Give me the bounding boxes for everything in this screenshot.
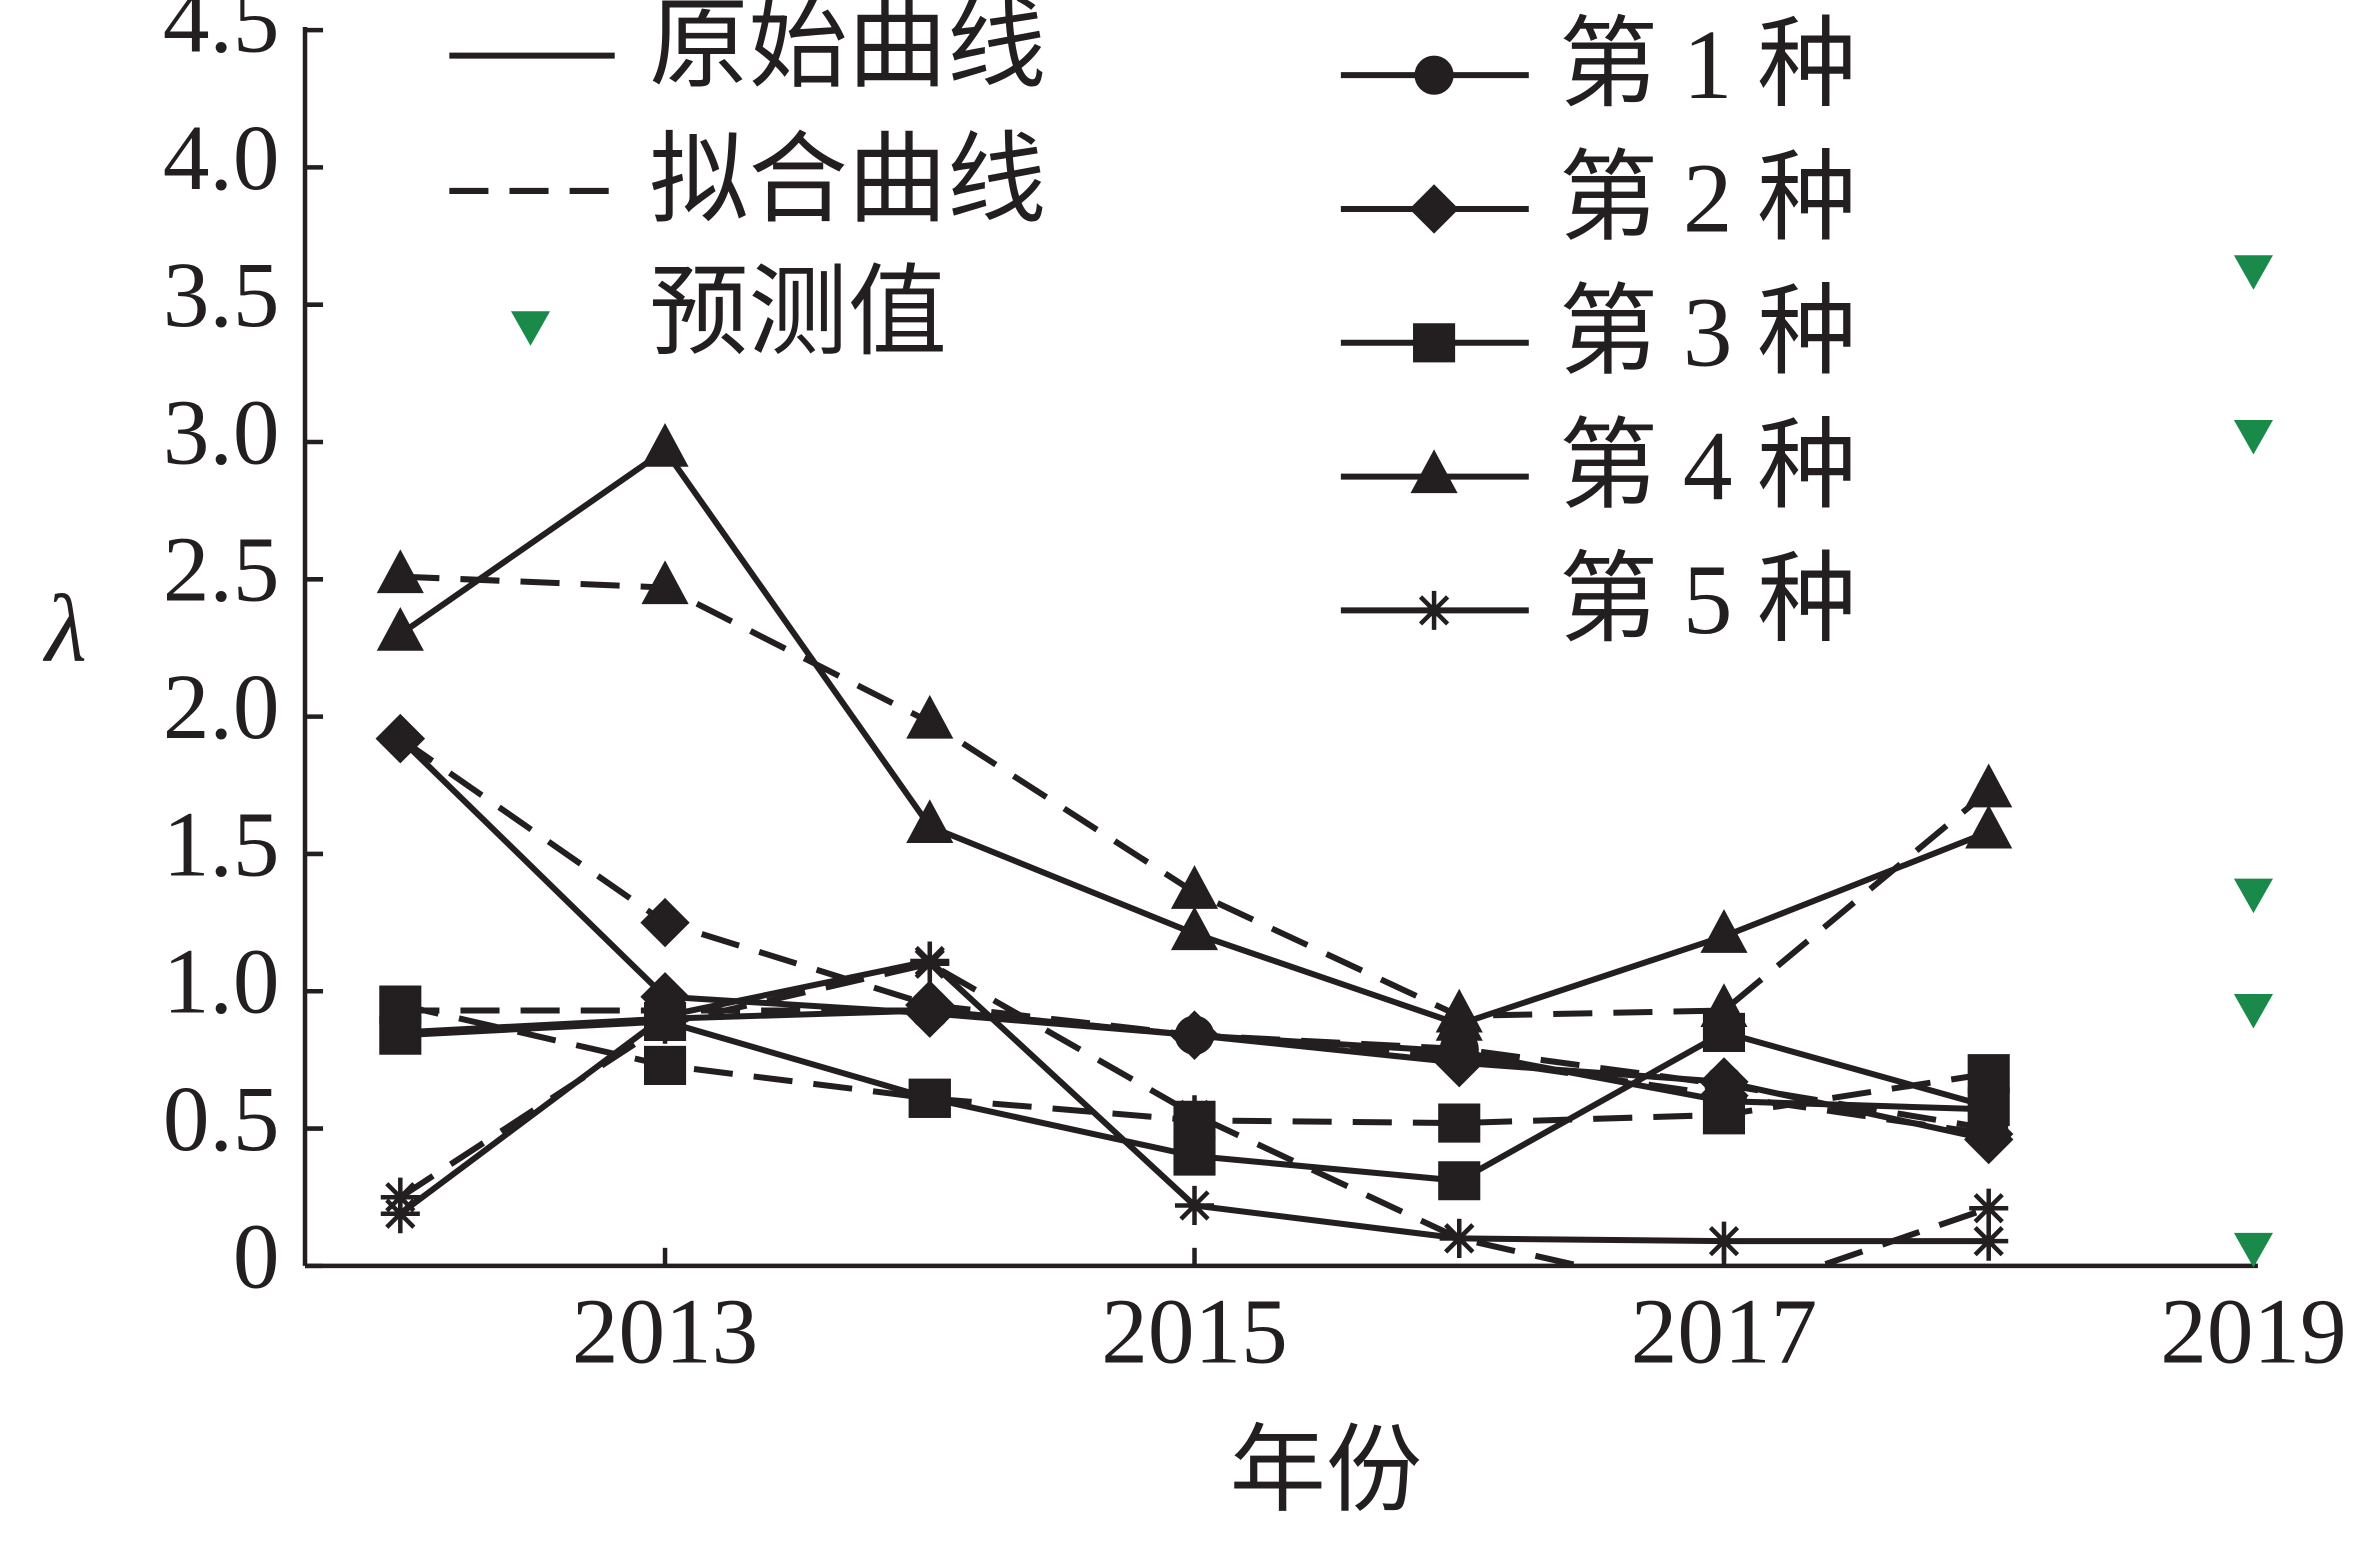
- prediction-marker: [2233, 255, 2273, 290]
- y-tick-label: 0: [233, 1205, 280, 1308]
- marker-asterisk: [1704, 1221, 1744, 1261]
- legend-label: 第 3 种: [1559, 279, 1857, 388]
- marker-triangle: [1410, 449, 1458, 494]
- y-tick-label: 3.5: [163, 244, 280, 347]
- marker-triangle: [1170, 865, 1219, 909]
- marker-triangle: [376, 549, 424, 594]
- marker-asterisk: [1969, 1188, 2009, 1228]
- marker-triangle: [1700, 909, 1748, 953]
- y-axis-label: λ: [42, 575, 87, 682]
- marker-triangle: [1700, 983, 1748, 1028]
- marker-square: [1413, 323, 1456, 363]
- plot-area: [375, 423, 2014, 1266]
- y-tick-label: 4.5: [163, 0, 280, 72]
- legend-label: 第 1 种: [1559, 11, 1857, 120]
- marker-asterisk: [380, 1194, 420, 1234]
- marker-diamond: [1169, 1010, 1220, 1060]
- marker-triangle: [906, 694, 954, 739]
- marker-diamond: [1434, 1037, 1484, 1088]
- legend-label: 原始曲线: [649, 0, 1046, 100]
- marker-triangle: [1965, 804, 2013, 849]
- marker-square: [1173, 1136, 1216, 1176]
- marker-diamond: [1409, 184, 1459, 234]
- x-axis-label: 年份: [1230, 1417, 1422, 1524]
- y-tick-label: 0.5: [163, 1068, 280, 1171]
- y-tick-label: 4.0: [163, 107, 280, 210]
- marker-triangle: [641, 560, 689, 605]
- marker-asterisk: [1439, 1218, 1479, 1258]
- y-tick-label: 1.5: [163, 793, 280, 896]
- marker-asterisk: [1174, 1095, 1215, 1135]
- x-tick-label: 2013: [572, 1280, 758, 1383]
- marker-triangle: [641, 423, 689, 467]
- marker-square: [1438, 1161, 1481, 1201]
- marker-square: [1967, 1087, 2010, 1127]
- marker-asterisk: [645, 996, 685, 1036]
- marker-diamond: [375, 713, 425, 764]
- marker-square: [1967, 1054, 2010, 1094]
- marker-square: [1438, 1103, 1481, 1143]
- marker-triangle: [1965, 763, 2013, 808]
- marker-square: [908, 1078, 951, 1118]
- y-tick-label: 1.0: [163, 931, 280, 1034]
- marker-triangle: [1435, 996, 1483, 1041]
- y-tick-label: 2.5: [163, 519, 280, 622]
- marker-triangle: [376, 607, 424, 651]
- y-tick-label: 3.0: [163, 381, 280, 484]
- marker-diamond: [905, 988, 955, 1038]
- legend-label: 第 4 种: [1559, 412, 1857, 521]
- legend-label: 第 2 种: [1559, 145, 1857, 254]
- marker-diamond: [1964, 1114, 2014, 1165]
- marker-diamond: [640, 897, 690, 948]
- marker-asterisk: [910, 941, 950, 981]
- y-tick-label: 2.0: [163, 656, 280, 759]
- legend-label: 拟合曲线: [649, 127, 1046, 236]
- legend-label: 预测值: [649, 259, 947, 368]
- x-tick-label: 2017: [1631, 1280, 1817, 1383]
- marker-triangle: [1170, 906, 1219, 951]
- x-tick-label: 2019: [2160, 1280, 2346, 1383]
- prediction-marker: [2233, 1232, 2273, 1268]
- marker-square: [1702, 1095, 1746, 1135]
- x-tick-label: 2015: [1101, 1280, 1287, 1383]
- prediction-marker: [2233, 878, 2273, 914]
- legend-label: 第 5 种: [1559, 546, 1857, 655]
- legend-prediction-marker: [510, 311, 551, 346]
- marker-asterisk: [1414, 590, 1454, 630]
- marker-asterisk: [1174, 1185, 1215, 1226]
- prediction-marker: [2233, 993, 2273, 1029]
- marker-triangle: [906, 799, 954, 844]
- marker-square: [643, 1045, 687, 1085]
- marker-circle: [1414, 55, 1454, 95]
- prediction-marker: [2233, 419, 2273, 455]
- marker-square: [379, 1015, 422, 1055]
- marker-asterisk: [1969, 1221, 2009, 1261]
